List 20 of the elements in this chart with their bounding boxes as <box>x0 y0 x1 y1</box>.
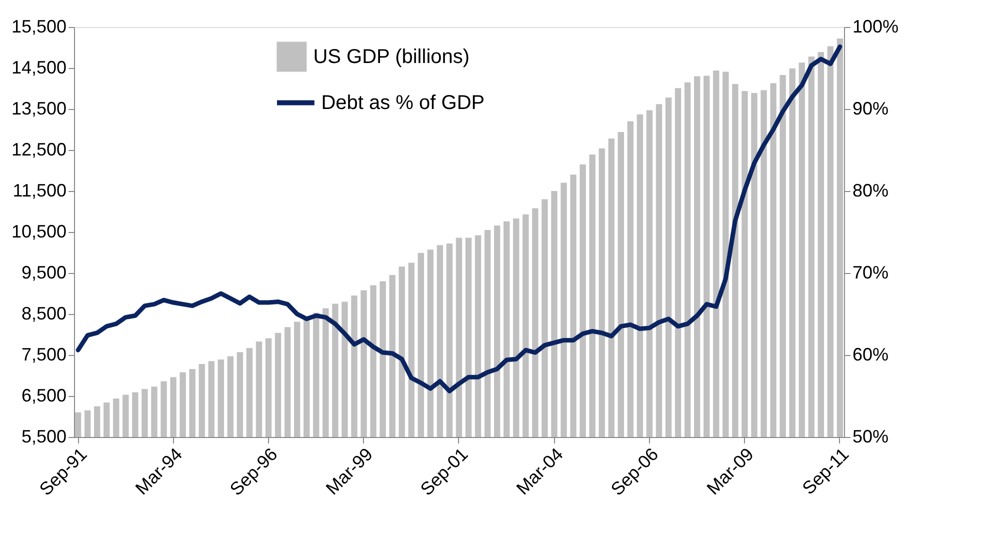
y-tick-label: 8,500 <box>21 304 66 324</box>
line-series <box>76 44 842 394</box>
y-tick-label: 13,500 <box>11 98 66 118</box>
y2-tick-label: 70% <box>852 262 889 282</box>
y-tick-label: 6,500 <box>21 386 66 406</box>
y-tick-label: 9,500 <box>21 262 66 282</box>
y2-tick-label: 100% <box>852 16 899 36</box>
y-tick-label: 14,500 <box>11 58 66 78</box>
y-tick-label: 12,500 <box>11 140 66 160</box>
y2-tick-label: 60% <box>852 344 889 364</box>
y-tick-label: 5,500 <box>21 426 66 446</box>
legend-label: Debt as % of GDP <box>321 92 485 114</box>
y-tick-label: 10,500 <box>11 222 66 242</box>
y-tick-label: 11,500 <box>12 180 66 200</box>
legend-label: US GDP (billions) <box>313 46 470 68</box>
y2-tick-label: 90% <box>852 98 889 118</box>
y2-tick-label: 50% <box>852 426 889 446</box>
y-tick-label: 15,500 <box>11 16 66 36</box>
y2-tick-label: 80% <box>852 180 889 200</box>
y-tick-label: 7,500 <box>21 344 66 364</box>
